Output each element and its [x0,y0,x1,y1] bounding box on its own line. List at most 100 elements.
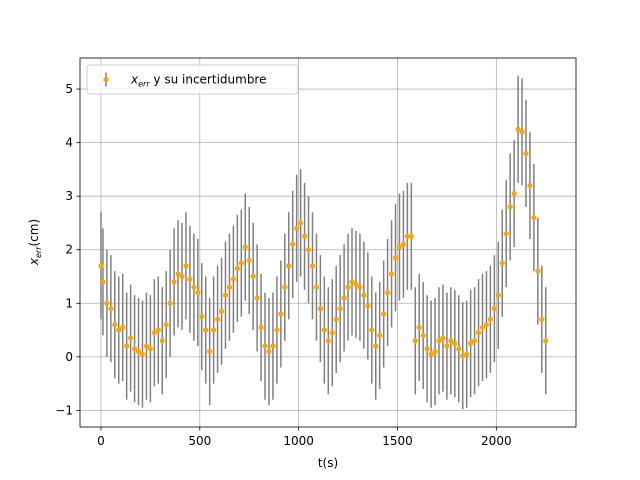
x-axis-label: t(s) [318,456,338,470]
x-tick-label: 0 [97,434,105,448]
data-point [116,327,122,333]
legend-marker [103,76,109,83]
y-label-sub: err [34,246,43,258]
data-point [353,281,359,288]
data-point [535,268,541,274]
data-point [511,190,517,197]
data-point [104,300,110,306]
data-point [286,263,292,269]
data-point [396,244,403,250]
data-point [349,279,355,285]
data-point [365,303,371,309]
data-point [301,233,308,239]
data-point [491,306,497,312]
data-point [234,265,240,272]
data-point [183,263,189,269]
data-point [207,348,213,355]
data-point [250,273,256,280]
legend-label-base: x [130,73,139,87]
data-point [357,284,363,290]
data-point [471,338,478,344]
data-point [147,346,153,352]
data-point [187,276,193,282]
data-point [385,289,391,296]
data-point [226,284,233,290]
plot-frame [79,57,577,428]
y-tick-label: 5 [65,82,73,96]
data-point [519,129,525,135]
y-tick-label: −1 [55,403,73,417]
data-point [531,214,537,221]
data-point [230,276,237,282]
data-point [543,338,549,344]
data-point [329,330,335,336]
data-point [282,284,288,290]
data-point [294,225,300,231]
data-point [345,284,351,290]
data-point [333,316,339,322]
y-tick-label: 0 [65,350,73,364]
data-point [341,295,347,301]
legend-label: xerr y su incertidumbre [130,73,267,89]
data-point [195,289,201,296]
data-point [305,247,312,253]
data-point [98,263,104,269]
data-point [503,231,509,237]
data-point [523,150,529,156]
data-point [270,343,276,349]
data-point [444,343,450,349]
data-point [361,292,367,298]
data-point [262,343,268,349]
data-point [218,308,225,314]
data-point [298,220,304,226]
data-point [191,284,197,290]
data-point [159,338,165,344]
data-point [290,241,296,247]
y-label-base: x [27,257,41,266]
x-tick-label: 1000 [283,434,314,448]
data-point [539,316,545,322]
data-point [203,327,209,333]
x-tick-label: 500 [188,434,211,448]
legend-label-sub: err [138,80,150,89]
data-point [246,257,252,264]
data-point [400,241,407,247]
data-point [175,271,181,277]
data-point [475,330,482,336]
data-point [108,306,114,312]
data-point [377,332,383,339]
data-point [313,284,320,290]
data-point [211,327,217,333]
data-point [321,327,327,333]
data-point [373,343,379,349]
data-point [515,126,521,132]
data-point [151,330,157,336]
data-point [483,322,490,328]
data-point [507,204,513,210]
y-label-rest: (cm) [27,219,41,247]
data-point [242,244,248,250]
data-point [420,332,426,339]
data-point [238,260,244,266]
data-point [499,260,505,266]
y-tick-label: 2 [65,243,73,257]
y-axis-label: xerr(cm) [27,219,43,266]
data-point [128,335,134,341]
data-point [222,292,229,298]
data-point [199,314,205,320]
data-point [274,327,280,333]
data-point [258,324,264,330]
x-tick-label: 2000 [481,434,512,448]
data-point [479,324,486,330]
data-point [428,351,434,357]
data-point [254,295,260,301]
data-point [448,338,454,344]
data-point [495,292,501,298]
data-point [432,348,438,355]
data-point [317,306,323,312]
data-point [464,351,470,357]
data-point [167,300,173,306]
data-point [392,255,399,261]
